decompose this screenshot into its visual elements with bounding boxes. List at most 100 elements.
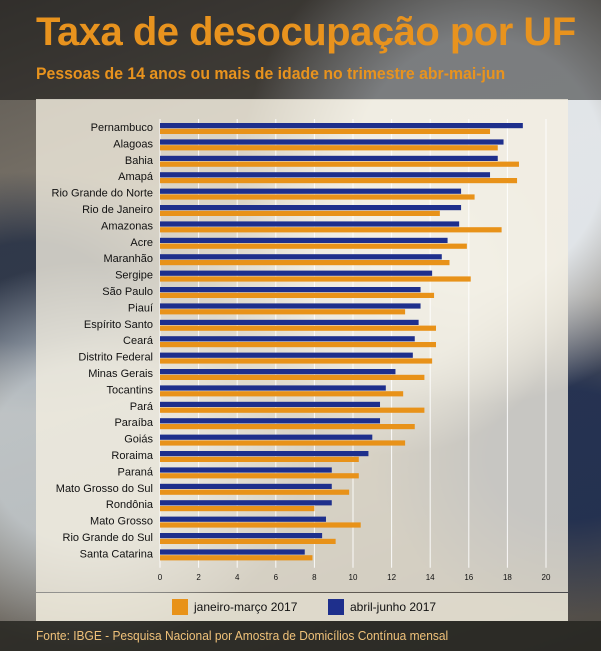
bar-abr-jun xyxy=(160,418,381,424)
bar-jan-mar xyxy=(160,374,425,380)
category-label: Mato Grosso do Sul xyxy=(56,483,153,495)
bar-jan-mar xyxy=(160,440,406,446)
bar-jan-mar xyxy=(160,489,350,495)
x-tick-label: 20 xyxy=(542,573,551,582)
bar-abr-jun xyxy=(160,188,462,194)
bar-abr-jun xyxy=(160,401,381,407)
category-label: Paraíba xyxy=(114,417,153,429)
category-label: Mato Grosso xyxy=(90,516,153,528)
bar-jan-mar xyxy=(160,145,498,151)
bar-abr-jun xyxy=(160,483,332,489)
bar-abr-jun xyxy=(160,385,386,391)
category-label: Amapá xyxy=(118,171,154,183)
bar-abr-jun xyxy=(160,270,433,276)
bar-jan-mar xyxy=(160,210,440,216)
category-label: Sergipe xyxy=(115,270,153,282)
bar-abr-jun xyxy=(160,467,332,473)
category-label: Rio de Janeiro xyxy=(82,204,153,216)
bar-jan-mar xyxy=(160,309,406,315)
bar-abr-jun xyxy=(160,237,448,243)
bar-abr-jun xyxy=(160,319,419,325)
category-label: Distrito Federal xyxy=(78,352,153,364)
chart-title: Taxa de desocupação por UF xyxy=(36,10,576,54)
bar-jan-mar xyxy=(160,243,467,249)
category-label: Tocantins xyxy=(107,384,154,396)
category-label: Rio Grande do Sul xyxy=(63,532,154,544)
bar-jan-mar xyxy=(160,391,404,397)
category-label: Pará xyxy=(130,401,154,413)
category-label: Rondônia xyxy=(106,499,154,511)
bar-jan-mar xyxy=(160,506,315,512)
bar-abr-jun xyxy=(160,451,369,457)
x-tick-label: 12 xyxy=(387,573,396,582)
category-label: Acre xyxy=(130,237,153,249)
source-note: Fonte: IBGE - Pesquisa Nacional por Amos… xyxy=(36,628,449,643)
bar-jan-mar xyxy=(160,456,359,462)
category-label: Goiás xyxy=(124,434,153,446)
bar-jan-mar xyxy=(160,424,415,430)
bar-jan-mar xyxy=(160,473,359,479)
bar-jan-mar xyxy=(160,538,336,544)
x-tick-label: 14 xyxy=(426,573,435,582)
bar-abr-jun xyxy=(160,533,323,539)
bar-jan-mar xyxy=(160,194,475,200)
x-tick-label: 6 xyxy=(274,573,279,582)
bar-jan-mar xyxy=(160,276,471,282)
bar-abr-jun xyxy=(160,500,332,506)
bar-jan-mar xyxy=(160,178,518,184)
header-shade xyxy=(0,0,601,100)
legend-swatch-abr-jun xyxy=(328,599,344,615)
x-tick-label: 4 xyxy=(235,573,240,582)
bar-abr-jun xyxy=(160,254,442,260)
legend-label-jan-mar: janeiro-março 2017 xyxy=(194,600,298,614)
bar-abr-jun xyxy=(160,434,373,440)
bar-abr-jun xyxy=(160,172,491,178)
category-label: Santa Catarina xyxy=(80,548,154,560)
bar-abr-jun xyxy=(160,516,326,522)
x-tick-label: 18 xyxy=(503,573,512,582)
category-label: Maranhão xyxy=(103,253,153,265)
bar-jan-mar xyxy=(160,325,436,331)
bar-jan-mar xyxy=(160,260,450,266)
legend-item-jan-mar: janeiro-março 2017 xyxy=(172,599,297,615)
category-label: Pernambuco xyxy=(91,122,153,134)
bar-abr-jun xyxy=(160,303,421,309)
legend-swatch-jan-mar xyxy=(172,599,188,615)
legend-label-abr-jun: abril-junho 2017 xyxy=(350,600,437,614)
bar-abr-jun xyxy=(160,221,460,227)
source-bar: Fonte: IBGE - Pesquisa Nacional por Amos… xyxy=(0,621,601,651)
category-label: Minas Gerais xyxy=(88,368,153,380)
bar-abr-jun xyxy=(160,352,413,358)
bar-jan-mar xyxy=(160,555,313,561)
bar-jan-mar xyxy=(160,522,361,528)
x-tick-label: 0 xyxy=(158,573,163,582)
category-label: Amazonas xyxy=(101,220,153,232)
bar-abr-jun xyxy=(160,336,415,342)
chart-subtitle: Pessoas de 14 anos ou mais de idade no t… xyxy=(36,64,506,83)
bar-abr-jun xyxy=(160,549,305,555)
bar-jan-mar xyxy=(160,227,502,233)
bar-abr-jun xyxy=(160,123,523,129)
bar-jan-mar xyxy=(160,407,425,413)
category-label: São Paulo xyxy=(102,286,153,298)
x-tick-label: 16 xyxy=(464,573,473,582)
bar-abr-jun xyxy=(160,155,498,161)
bar-jan-mar xyxy=(160,342,436,348)
bar-abr-jun xyxy=(160,287,421,293)
category-label: Ceará xyxy=(123,335,154,347)
category-label: Piauí xyxy=(128,302,153,314)
bar-jan-mar xyxy=(160,358,433,364)
bar-jan-mar xyxy=(160,292,435,298)
bar-abr-jun xyxy=(160,369,396,375)
category-label: Rio Grande do Norte xyxy=(52,188,154,200)
x-tick-label: 10 xyxy=(349,573,358,582)
x-tick-label: 8 xyxy=(312,573,317,582)
category-label: Paraná xyxy=(118,466,154,478)
category-label: Roraima xyxy=(111,450,153,462)
category-label: Bahia xyxy=(125,155,154,167)
bar-abr-jun xyxy=(160,205,462,211)
legend-item-abr-jun: abril-junho 2017 xyxy=(328,599,436,615)
legend: janeiro-março 2017 abril-junho 2017 xyxy=(36,593,568,621)
bar-abr-jun xyxy=(160,139,504,145)
